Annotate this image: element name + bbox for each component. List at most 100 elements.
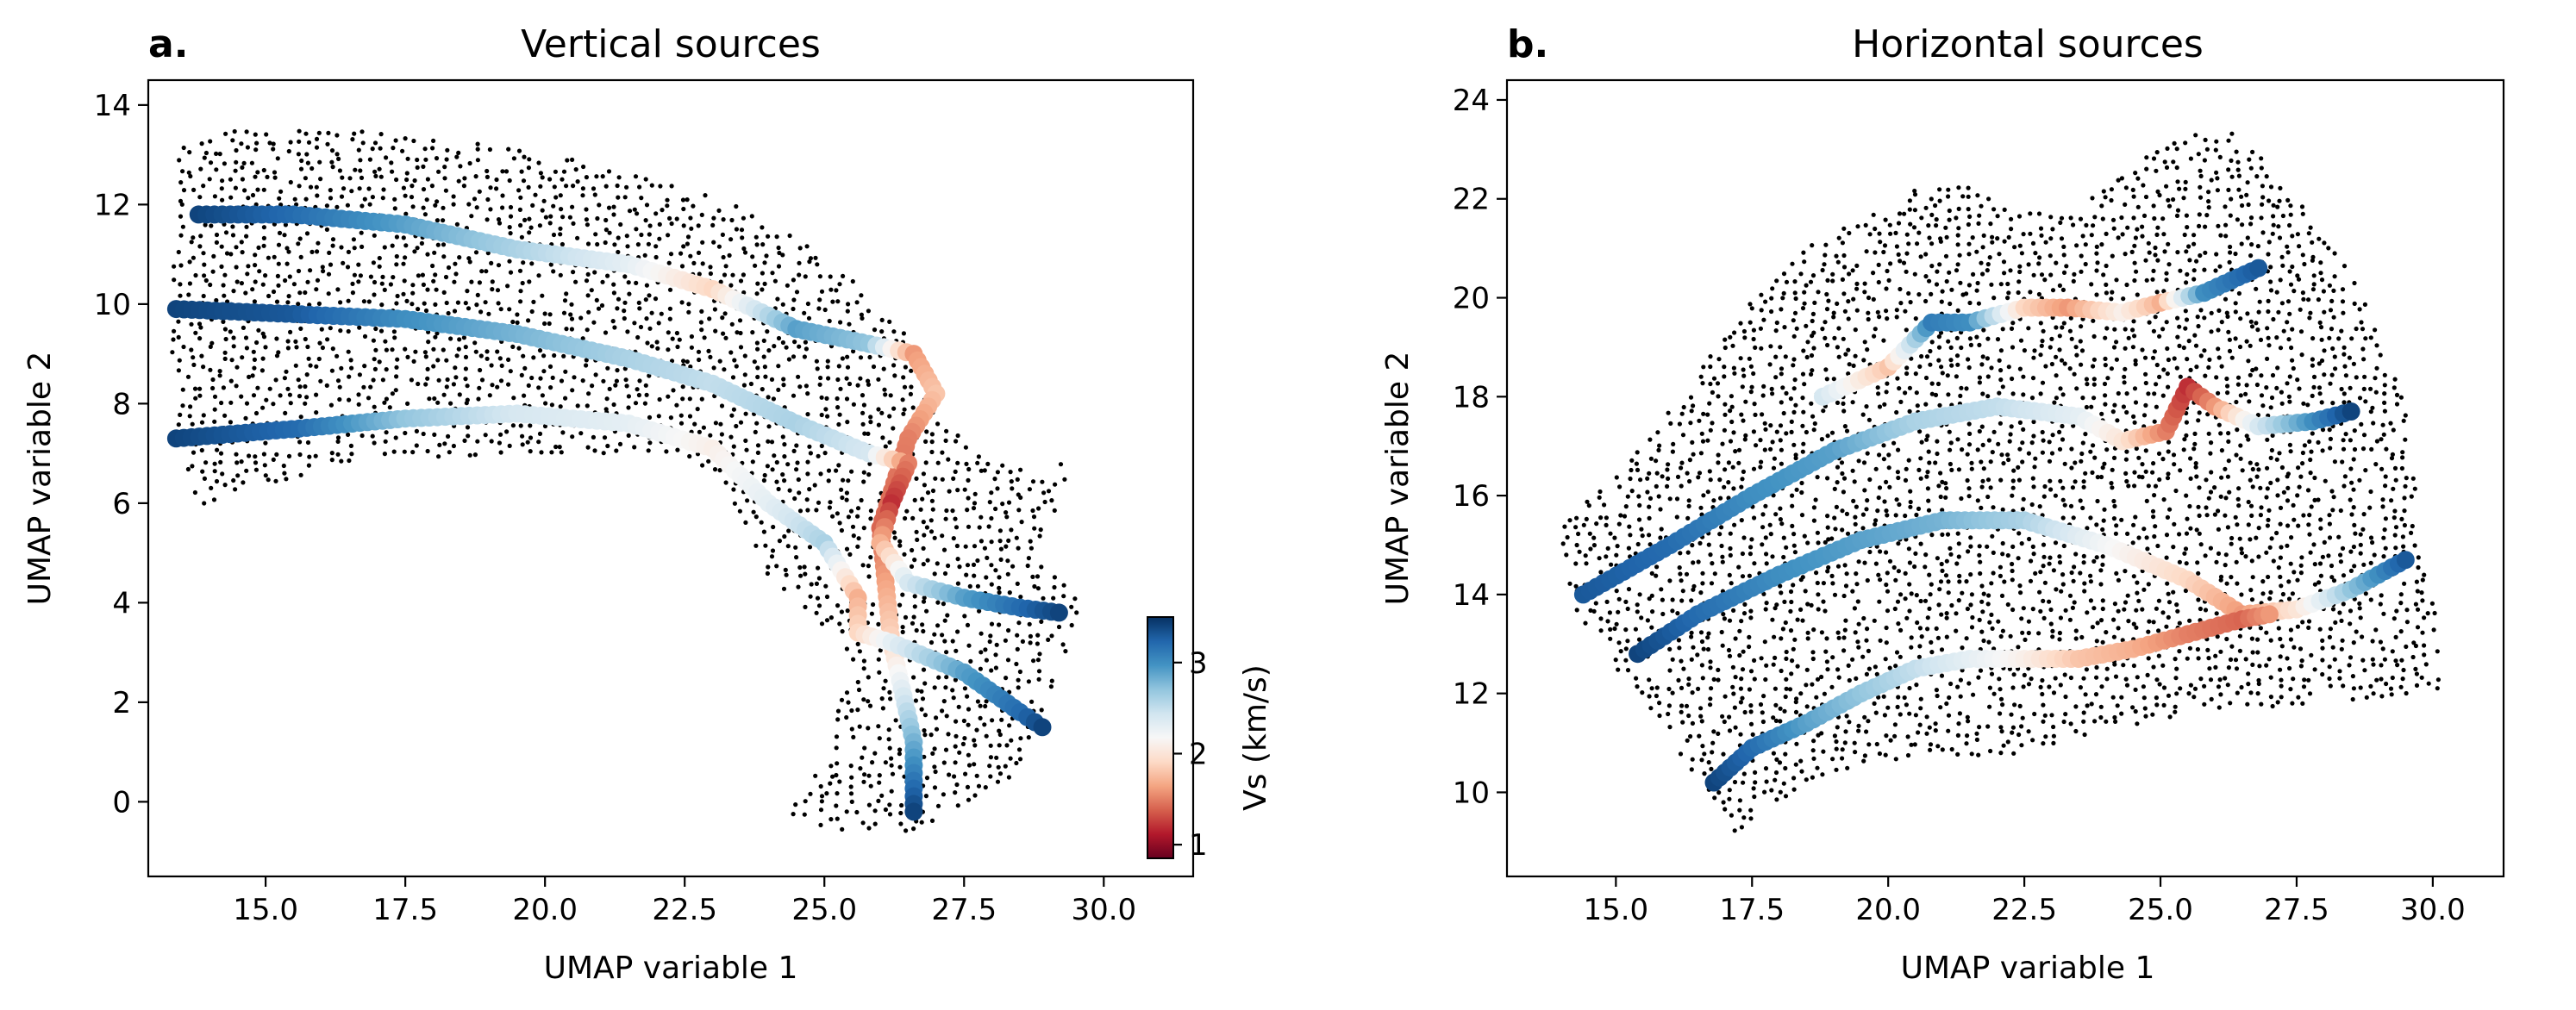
- panel-b-cloud-point: [2011, 672, 2016, 677]
- panel-b-cloud-point: [2010, 345, 2016, 350]
- panel-a-cloud-point: [957, 750, 962, 755]
- panel-b-cloud-point: [1583, 553, 1588, 558]
- panel-a-cloud-point: [254, 140, 259, 146]
- panel-a-cloud-point: [803, 383, 810, 389]
- panel-a-cloud-point: [520, 433, 525, 439]
- panel-a-cloud-point: [425, 448, 430, 454]
- panel-b-cloud-point: [2005, 602, 2010, 608]
- panel-b-cloud-point: [1835, 564, 1841, 569]
- panel-a-cloud-point: [1014, 661, 1019, 667]
- panel-b-cloud-point: [1841, 635, 1847, 640]
- panel-a-cloud-point: [516, 148, 522, 153]
- panel-b-cloud-point: [1626, 587, 1632, 592]
- panel-a-cloud-point: [849, 469, 854, 474]
- panel-a-cloud-point: [791, 277, 797, 283]
- panel-b-cloud-point: [1956, 185, 1961, 190]
- panel-b-cloud-point: [1710, 421, 1715, 426]
- panel-b-cloud-point: [1841, 593, 1847, 599]
- panel-a-cloud-point: [772, 344, 777, 349]
- panel-a-cloud-point: [558, 404, 563, 409]
- panel-a-cloud-point: [569, 327, 575, 332]
- panel-a-cloud-point: [208, 282, 213, 288]
- panel-b-cloud-point: [2081, 710, 2086, 715]
- panel-b-cloud-point: [1843, 352, 1848, 357]
- panel-a-cloud-point: [902, 552, 907, 557]
- panel-a-cloud-point: [433, 203, 438, 208]
- panel-a-cloud-point: [403, 211, 409, 216]
- panel-a-cloud-point: [214, 297, 219, 303]
- panel-b-cloud-point: [1666, 711, 1671, 717]
- panel-b-cloud-point: [1854, 582, 1860, 587]
- panel-a-cloud-point: [866, 726, 871, 731]
- panel-a-cloud-point: [211, 497, 217, 502]
- panel-b-cloud-point: [1722, 365, 1727, 370]
- panel-b-cloud-point: [1923, 598, 1929, 603]
- panel-a-cloud-point: [909, 564, 915, 570]
- panel-a-cloud-point: [543, 215, 549, 220]
- panel-b-cloud-point: [1959, 385, 1964, 390]
- panel-a-cloud-point: [497, 221, 503, 226]
- panel-b-cloud-point: [1700, 744, 1705, 749]
- panel-b-cloud-point: [1985, 374, 1991, 379]
- panel-a-cloud-point: [529, 309, 535, 315]
- panel-a-cloud-point: [722, 272, 728, 277]
- panel-a-cloud-point: [489, 439, 494, 444]
- panel-b-cloud-point: [1613, 658, 1618, 663]
- panel-b-cloud-point: [1935, 635, 1941, 640]
- panel-b-cloud-point: [1768, 532, 1773, 537]
- panel-b-cloud-point: [1764, 552, 1769, 557]
- panel-a-cloud-point: [635, 387, 640, 392]
- panel-b-cloud-point: [2019, 743, 2024, 748]
- panel-a-cloud-point: [371, 338, 376, 343]
- panel-a-cloud-point: [803, 604, 808, 610]
- panel-a-cloud-point: [176, 368, 181, 373]
- panel-b-cloud-point: [1791, 363, 1796, 368]
- panel-a-cloud-point: [845, 309, 850, 314]
- panel-a-cloud-point: [637, 378, 642, 383]
- panel-a-cloud-point: [390, 391, 395, 396]
- panel-b-cloud-point: [1955, 733, 1960, 739]
- panel-b-cloud-point: [1604, 554, 1609, 559]
- panel-a-cloud-point: [218, 459, 223, 465]
- panel-b-cloud-point: [1938, 579, 1944, 584]
- panel-a-cloud-point: [846, 302, 851, 307]
- panel-b-cloud-point: [1906, 458, 1911, 463]
- panel-a-cloud-point: [834, 288, 839, 293]
- panel-a-cloud-point: [178, 412, 183, 417]
- panel-b-cloud-point: [1690, 543, 1695, 548]
- panel-a-cloud-point: [858, 766, 863, 771]
- panel-b-cloud-point: [1840, 240, 1845, 246]
- panel-b-cloud-point: [1957, 253, 1962, 258]
- panel-a-cloud-point: [879, 329, 885, 334]
- panel-a-cloud-point: [761, 529, 767, 534]
- panel-b-cloud-point: [1865, 627, 1870, 632]
- panel-b-cloud-point: [2060, 497, 2066, 502]
- panel-a-cloud-point: [971, 562, 977, 568]
- panel-a-cloud-point: [723, 264, 728, 269]
- panel-a-cloud-point: [494, 186, 499, 191]
- panel-a-cloud-point: [922, 728, 927, 733]
- panel-b-cloud-point: [1862, 281, 1867, 286]
- panel-a-cloud-point: [982, 546, 987, 551]
- panel-b-cloud-point: [1743, 399, 1748, 404]
- panel-b-cloud-point: [1861, 358, 1866, 363]
- panel-b-cloud-point: [1955, 531, 1960, 536]
- panel-b-cloud-point: [1710, 561, 1715, 566]
- panel-b-cloud-point: [1732, 705, 1737, 710]
- panel-a-cloud-point: [776, 364, 781, 369]
- panel-a-cloud-point: [965, 784, 971, 790]
- panel-a-cloud-point: [435, 358, 441, 363]
- panel-b-cloud-point: [1866, 648, 1871, 654]
- panel-a-cloud-point: [755, 281, 760, 286]
- panel-b-cloud-point: [2010, 478, 2016, 483]
- panel-a-cloud-point: [753, 543, 759, 548]
- panel-b-cloud-point: [1816, 592, 1821, 597]
- panel-b-cloud-point: [1805, 630, 1810, 635]
- panel-a-cloud-point: [325, 337, 330, 342]
- panel-a-cloud-point: [972, 501, 978, 506]
- panel-b-cloud-point: [1929, 264, 1935, 269]
- panel-b-cloud-point: [1716, 731, 1721, 737]
- panel-b-cloud-point: [1778, 706, 1783, 711]
- panel-a-cloud-point: [604, 396, 610, 402]
- panel-b-cloud-point: [1925, 470, 1930, 475]
